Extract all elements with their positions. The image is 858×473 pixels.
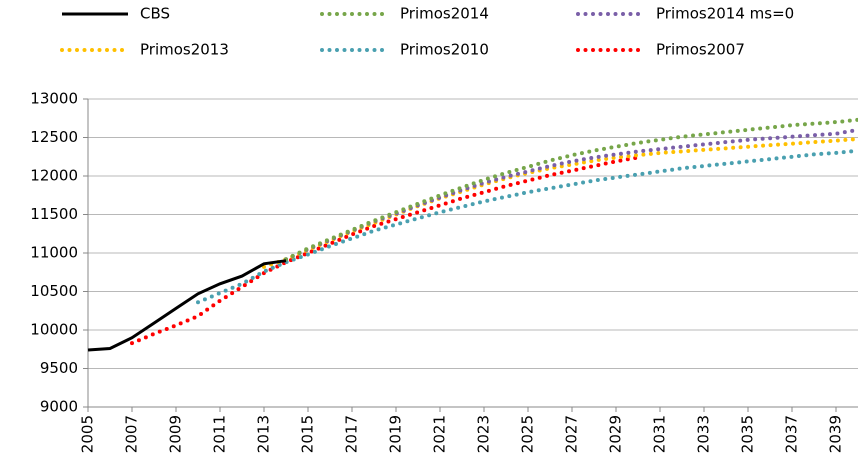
y-tick-label: 12000 <box>30 167 78 185</box>
y-tick-label: 9000 <box>40 398 78 416</box>
x-tick-label: 2009 <box>167 415 185 453</box>
x-tick-label: 2019 <box>387 415 405 453</box>
series-line <box>196 148 858 305</box>
x-tick-label: 2027 <box>563 415 581 453</box>
x-tick-label: 2013 <box>255 415 273 453</box>
legend-label: CBS <box>140 5 170 23</box>
y-tick-label: 9500 <box>40 359 78 377</box>
x-tick-label: 2025 <box>519 415 537 453</box>
series-line <box>130 155 640 346</box>
x-tick-label: 2031 <box>651 415 669 453</box>
x-tick-label: 2033 <box>695 415 713 453</box>
legend-label: Primos2014 ms=0 <box>656 5 794 23</box>
y-tick-label: 11000 <box>30 244 78 262</box>
x-tick-label: 2023 <box>475 415 493 453</box>
x-tick-label: 2037 <box>783 415 801 453</box>
y-tick-label: 13000 <box>30 90 78 108</box>
x-tick-label: 2005 <box>79 415 97 453</box>
x-tick-label: 2017 <box>343 415 361 453</box>
series-line <box>87 259 287 352</box>
y-tick-label: 10000 <box>30 321 78 339</box>
legend-label: Primos2013 <box>140 41 229 59</box>
legend-label: Primos2010 <box>400 41 489 59</box>
y-tick-label: 10500 <box>30 282 78 300</box>
x-tick-label: 2007 <box>123 415 141 453</box>
x-tick-label: 2021 <box>431 415 449 453</box>
series-line <box>284 117 858 262</box>
x-tick-label: 2015 <box>299 415 317 453</box>
y-tick-label: 12500 <box>30 128 78 146</box>
series-line <box>284 127 858 262</box>
x-tick-label: 2029 <box>607 415 625 453</box>
x-tick-label: 2011 <box>211 415 229 453</box>
legend-label: Primos2007 <box>656 41 745 59</box>
y-tick-label: 11500 <box>30 205 78 223</box>
legend-label: Primos2014 <box>400 5 489 23</box>
x-tick-label: 2039 <box>827 415 845 453</box>
x-tick-label: 2035 <box>739 415 757 453</box>
